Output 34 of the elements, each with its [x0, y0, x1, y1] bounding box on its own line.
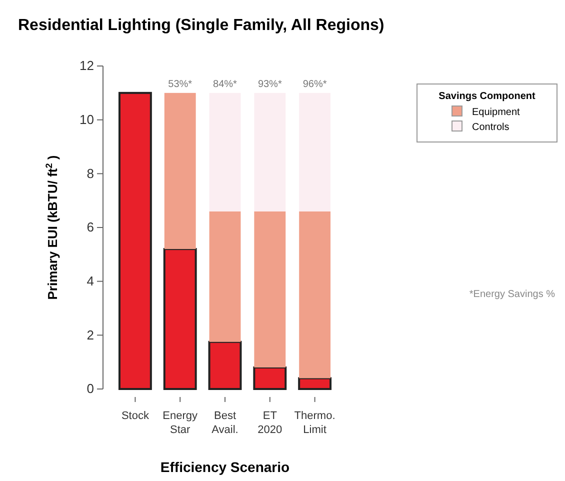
y-tick-label: 10 — [80, 112, 94, 127]
bar — [209, 92, 241, 212]
bar — [254, 211, 286, 368]
text: *Energy Savings % — [469, 289, 556, 300]
y-tick-label: 4 — [86, 273, 94, 288]
x-tick-label: Thermo. Limit — [294, 410, 336, 436]
annotation: 96%* — [302, 78, 327, 90]
y-tick-label: 8 — [86, 166, 94, 181]
y-tick-label: 2 — [86, 327, 94, 342]
annotation: 84%* — [213, 78, 238, 90]
bar — [209, 211, 241, 342]
y-tick-label: 6 — [86, 220, 94, 235]
bar — [118, 92, 152, 390]
y-tick-label: 0 — [86, 381, 94, 396]
legend-title: Savings Component — [438, 91, 536, 102]
annotation: 93%* — [258, 78, 282, 90]
x-tick-label: Energy Star — [162, 410, 198, 436]
x-axis-title: Efficiency Scenario — [160, 459, 290, 475]
bar — [253, 366, 287, 390]
legend-label: Controls — [472, 122, 510, 133]
bar — [164, 92, 196, 250]
bar — [298, 377, 332, 390]
legend-label: Equipment — [472, 107, 520, 118]
x-tick-label: Stock — [121, 410, 150, 422]
bar — [299, 211, 331, 378]
x-tick-label: ET 2020 — [258, 410, 282, 436]
chart-title: Residential Lighting (Single Family, All Regions) — [18, 17, 384, 34]
bar — [163, 248, 197, 390]
x-tick-label: Best Avail. — [212, 410, 238, 436]
bar — [208, 340, 242, 390]
y-tick-label: 12 — [80, 58, 94, 74]
annotation: 53%* — [168, 78, 192, 90]
bar — [254, 92, 286, 212]
bar — [299, 92, 331, 212]
